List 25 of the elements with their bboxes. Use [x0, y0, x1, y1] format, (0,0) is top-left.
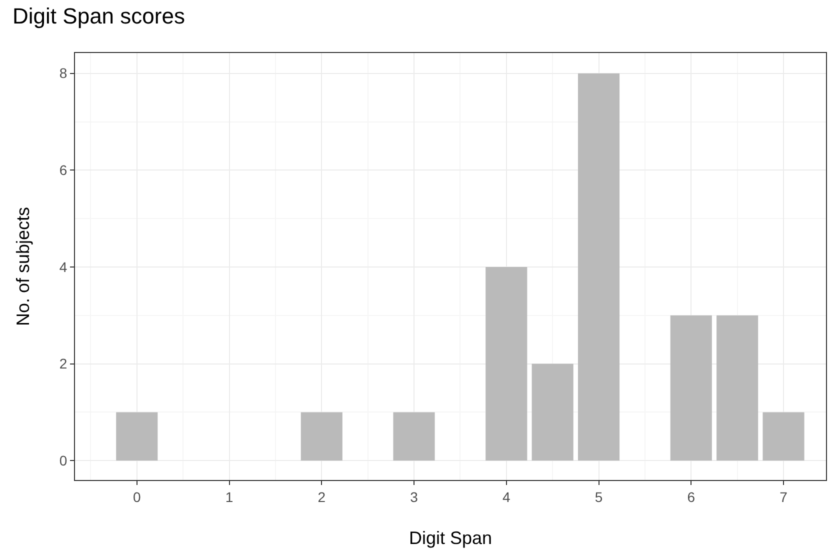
- x-tick-label: 4: [502, 488, 510, 505]
- bar: [532, 364, 574, 461]
- x-axis-title: Digit Span: [408, 528, 492, 548]
- y-tick-label: 6: [59, 162, 68, 178]
- x-tick-label: 1: [225, 488, 234, 505]
- y-tick-label: 4: [59, 258, 68, 275]
- y-tick-label: 0: [59, 452, 68, 469]
- chart-title: Digit Span scores: [12, 4, 185, 29]
- x-tick-label: 2: [318, 488, 326, 505]
- x-tick-label: 6: [687, 488, 696, 505]
- bar: [393, 412, 435, 461]
- bar: [486, 266, 528, 461]
- bar: [716, 315, 758, 461]
- bar: [300, 412, 342, 461]
- y-tick-label: 2: [59, 356, 68, 372]
- x-tick-label: 7: [780, 488, 788, 505]
- bar: [578, 73, 620, 461]
- x-tick-label: 5: [594, 488, 603, 505]
- x-tick-label: 3: [410, 488, 418, 505]
- bar: [762, 412, 804, 461]
- bar: [116, 412, 158, 461]
- x-tick-label: 0: [132, 488, 141, 505]
- y-axis-title: No. of subjects: [13, 206, 33, 326]
- bar: [670, 315, 712, 461]
- y-tick-label: 8: [59, 65, 68, 82]
